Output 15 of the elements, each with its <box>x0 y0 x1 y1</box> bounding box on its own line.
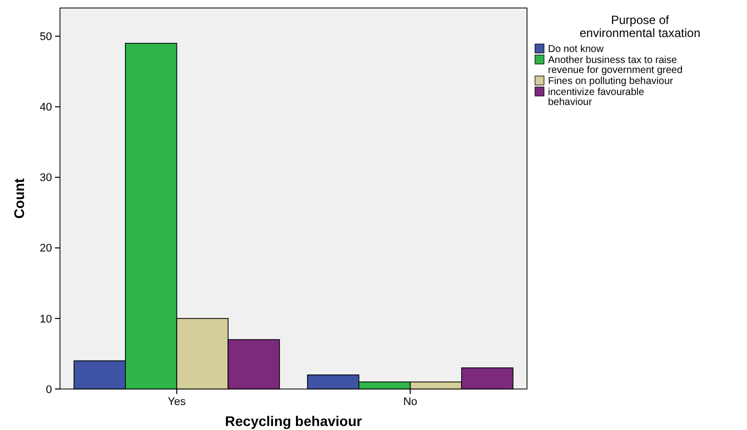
y-tick-label: 20 <box>40 242 52 255</box>
y-tick-label: 50 <box>40 31 52 44</box>
legend-label: Do not know <box>548 44 604 55</box>
y-tick-label: 0 <box>46 384 52 396</box>
y-tick-label: 40 <box>40 102 52 114</box>
y-tick-label: 30 <box>40 172 52 184</box>
x-tick-label: No <box>403 396 418 408</box>
legend-label: Fines on polluting behaviour <box>548 76 674 87</box>
legend-label: Another business tax to raise revenue for government greed <box>548 55 683 76</box>
legend-title: Purpose of environmental taxation <box>580 13 700 40</box>
legend-label: incentivize favourable behaviour <box>548 87 645 108</box>
y-tick-label: 10 <box>40 313 52 326</box>
y-axis-title: Count <box>11 178 27 219</box>
x-axis-title: Recycling behaviour <box>225 413 363 429</box>
x-tick-label: Yes <box>168 396 186 408</box>
